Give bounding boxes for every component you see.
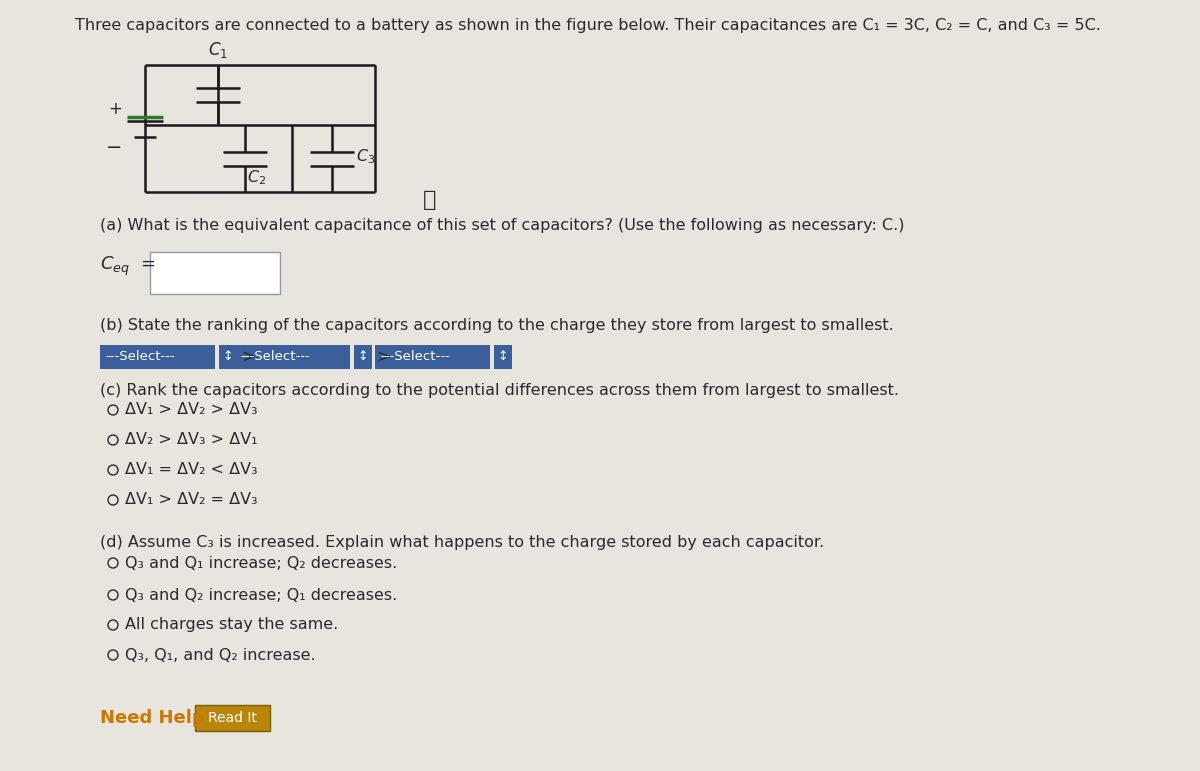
FancyBboxPatch shape (100, 345, 215, 369)
Text: $C_1$: $C_1$ (208, 40, 228, 60)
Text: +: + (108, 100, 122, 119)
Text: ↕: ↕ (358, 351, 368, 363)
Text: (a) What is the equivalent capacitance of this set of capacitors? (Use the follo: (a) What is the equivalent capacitance o… (100, 218, 905, 233)
Text: (c) Rank the capacitors according to the potential differences across them from : (c) Rank the capacitors according to the… (100, 383, 899, 398)
Text: ↕: ↕ (498, 351, 509, 363)
Text: −: − (106, 139, 122, 157)
Text: Q₃, Q₁, and Q₂ increase.: Q₃, Q₁, and Q₂ increase. (125, 648, 316, 662)
FancyBboxPatch shape (235, 345, 350, 369)
Text: Read It: Read It (208, 711, 257, 725)
Text: ---Select---: ---Select--- (106, 351, 175, 363)
FancyBboxPatch shape (150, 252, 280, 294)
Text: $C_3$: $C_3$ (356, 147, 376, 166)
Text: ΔV₁ > ΔV₂ > ΔV₃: ΔV₁ > ΔV₂ > ΔV₃ (125, 402, 258, 418)
Text: ⓘ: ⓘ (424, 190, 437, 210)
FancyBboxPatch shape (354, 345, 372, 369)
FancyBboxPatch shape (494, 345, 512, 369)
Text: $C_2$: $C_2$ (247, 169, 266, 187)
FancyBboxPatch shape (220, 345, 238, 369)
Text: Q₃ and Q₂ increase; Q₁ decreases.: Q₃ and Q₂ increase; Q₁ decreases. (125, 588, 397, 602)
Text: ΔV₁ = ΔV₂ < ΔV₃: ΔV₁ = ΔV₂ < ΔV₃ (125, 463, 258, 477)
Text: All charges stay the same.: All charges stay the same. (125, 618, 338, 632)
Text: ---Select---: ---Select--- (240, 351, 310, 363)
Text: Three capacitors are connected to a battery as shown in the figure below. Their : Three capacitors are connected to a batt… (74, 18, 1100, 33)
FancyBboxPatch shape (374, 345, 490, 369)
Text: Need Help?: Need Help? (100, 709, 215, 727)
Text: >: > (241, 348, 256, 366)
Text: ΔV₂ > ΔV₃ > ΔV₁: ΔV₂ > ΔV₃ > ΔV₁ (125, 433, 258, 447)
Text: ---Select---: ---Select--- (380, 351, 450, 363)
Text: (d) Assume C₃ is increased. Explain what happens to the charge stored by each ca: (d) Assume C₃ is increased. Explain what… (100, 535, 824, 550)
FancyBboxPatch shape (194, 705, 270, 731)
Text: ΔV₁ > ΔV₂ = ΔV₃: ΔV₁ > ΔV₂ = ΔV₃ (125, 493, 258, 507)
Text: $C_{eq}$  =: $C_{eq}$ = (100, 255, 155, 278)
Text: ↕: ↕ (223, 351, 233, 363)
Text: >: > (376, 348, 390, 366)
Text: Q₃ and Q₁ increase; Q₂ decreases.: Q₃ and Q₁ increase; Q₂ decreases. (125, 555, 397, 571)
Text: (b) State the ranking of the capacitors according to the charge they store from : (b) State the ranking of the capacitors … (100, 318, 894, 333)
